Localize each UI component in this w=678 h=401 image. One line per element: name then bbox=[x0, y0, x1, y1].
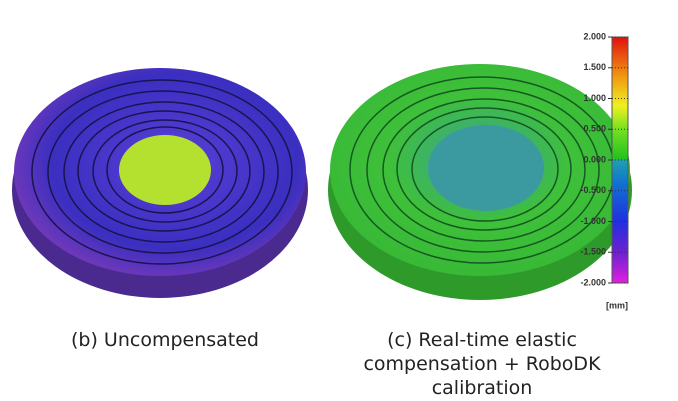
tick-label: -1.000 bbox=[580, 216, 606, 226]
tick-label: -2.000 bbox=[580, 277, 606, 287]
caption: (b) Uncompensated bbox=[71, 329, 259, 351]
caption: compensation + RoboDK bbox=[363, 353, 601, 375]
figure: (b) Uncompensated (c) Real-time elasticco… bbox=[0, 0, 678, 401]
tick-label: 1.500 bbox=[583, 62, 606, 72]
caption: (c) Real-time elastic bbox=[387, 329, 577, 351]
unit-label: [mm] bbox=[606, 300, 628, 310]
caption: calibration bbox=[432, 377, 533, 399]
tick-label: 2.000 bbox=[583, 31, 606, 41]
tick-label: 0.000 bbox=[583, 154, 606, 164]
tick-label: 1.000 bbox=[583, 93, 606, 103]
tick-label: 0.500 bbox=[583, 124, 606, 134]
tick-label: -1.500 bbox=[580, 247, 606, 257]
colorbar bbox=[612, 37, 628, 283]
scan-uncompensated bbox=[12, 68, 308, 298]
tick-label: -0.500 bbox=[580, 185, 606, 195]
